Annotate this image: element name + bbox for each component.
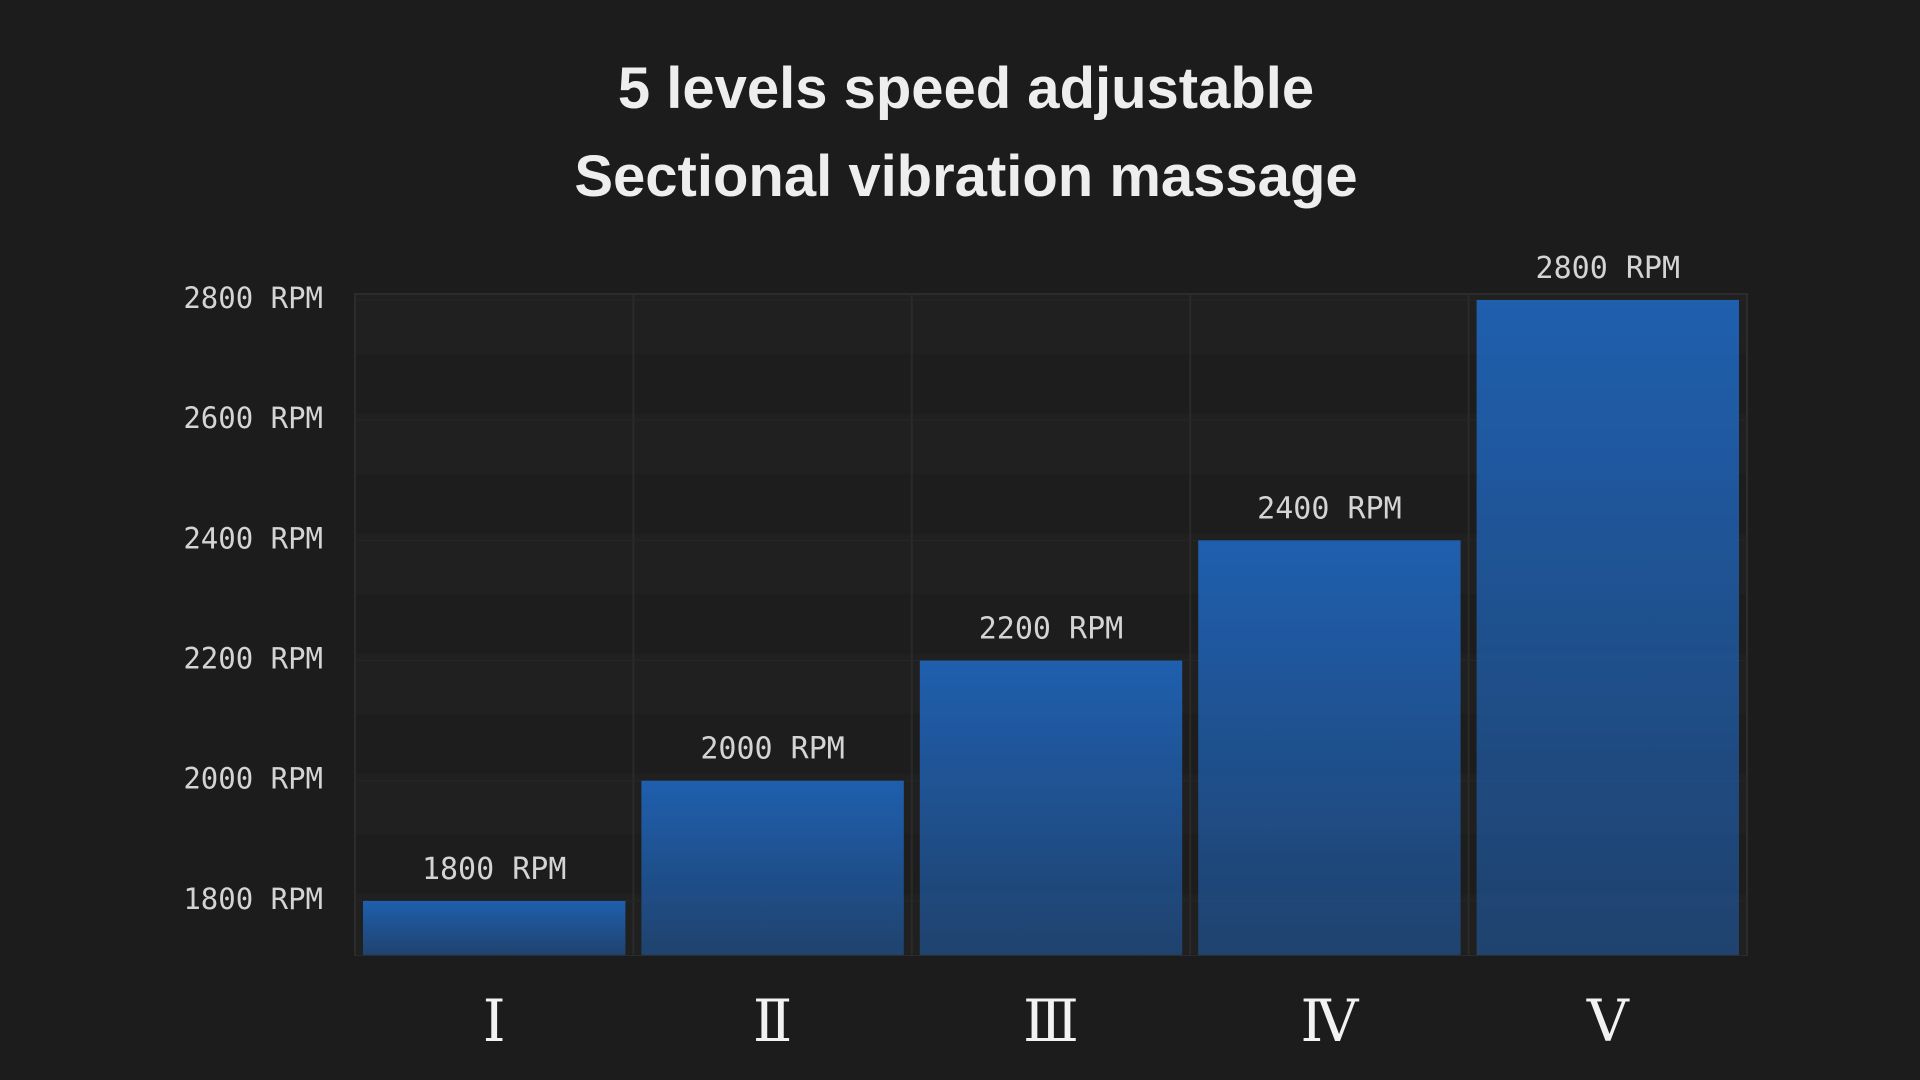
x-tick-label: Ⅰ: [483, 987, 506, 1055]
bar: [1476, 300, 1739, 955]
bar: [363, 900, 626, 955]
value-label: 2800 RPM: [1536, 251, 1681, 286]
x-tick-label: Ⅱ: [753, 987, 792, 1055]
x-tick-label: Ⅳ: [1300, 987, 1359, 1055]
y-tick-label: 2000 RPM: [183, 762, 323, 796]
y-tick-label: 2800 RPM: [183, 281, 323, 315]
y-tick-label: 1800 RPM: [183, 882, 323, 916]
value-label: 2400 RPM: [1257, 491, 1402, 526]
x-tick-label: Ⅲ: [1023, 987, 1079, 1055]
value-label: 2200 RPM: [979, 612, 1124, 647]
x-tick-label: Ⅴ: [1586, 987, 1630, 1055]
bar: [919, 660, 1183, 955]
chart-subtitle: Sectional vibration massage: [574, 144, 1357, 209]
y-tick-label: 2200 RPM: [183, 642, 323, 676]
y-tick-label: 2600 RPM: [183, 401, 323, 435]
value-label: 2000 RPM: [700, 732, 845, 767]
chart-title: 5 levels speed adjustable: [618, 56, 1314, 121]
bar: [1198, 540, 1461, 955]
value-label: 1800 RPM: [422, 852, 567, 887]
bar: [641, 780, 904, 955]
y-tick-label: 2400 RPM: [183, 521, 323, 555]
